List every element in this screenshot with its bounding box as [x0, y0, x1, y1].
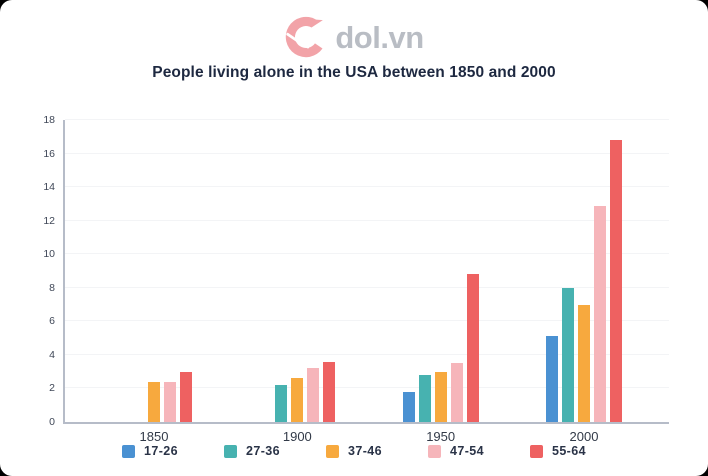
legend-item-17-26: 17-26 — [122, 444, 178, 458]
legend-label: 55-64 — [551, 444, 586, 458]
y-axis-tick-label: 10 — [43, 248, 55, 261]
bar-27-36-2000 — [561, 287, 574, 422]
bar-27-36-1900 — [275, 385, 288, 422]
bar-slot — [418, 120, 431, 422]
logo-text: dol.vn — [335, 19, 424, 55]
legend-swatch — [224, 444, 238, 458]
gridline — [65, 286, 669, 288]
logo: dol.vn — [0, 14, 708, 60]
y-axis-tick-label: 18 — [43, 114, 55, 126]
y-axis-tick-label: 4 — [49, 348, 55, 361]
bar-slot — [545, 120, 558, 422]
gridline — [65, 186, 669, 188]
bar-slot — [466, 120, 479, 422]
bar-slot — [259, 120, 271, 422]
bar-47-54-1850 — [164, 381, 176, 422]
bar-55-64-1850 — [180, 371, 192, 422]
legend-label: 37-46 — [348, 444, 382, 458]
bar-17-26-1950 — [402, 391, 415, 422]
bar-17-26-2000 — [545, 336, 558, 422]
bar-groups: 1850 1900 1950 2000 — [65, 120, 669, 444]
bar-slot — [323, 120, 336, 422]
gridline — [65, 353, 669, 355]
bar-55-64-1950 — [466, 274, 479, 422]
bar-47-54-1900 — [307, 368, 320, 422]
legend-swatch — [326, 444, 339, 458]
y-axis-tick-label: 2 — [49, 382, 55, 395]
legend-label: 27-36 — [246, 444, 280, 458]
bar-37-46-1950 — [434, 371, 447, 422]
gridline — [65, 253, 669, 255]
legend-item-27-36: 27-36 — [224, 444, 280, 458]
bar-slot — [561, 120, 574, 422]
y-axis-tick-label: 16 — [43, 147, 55, 160]
bar-slot — [577, 120, 590, 422]
legend-label: 17-26 — [144, 444, 179, 458]
bar-slot — [434, 120, 447, 422]
bar-slot — [291, 120, 304, 422]
legend: 17-26 27-36 37-46 47-54 55-64 — [0, 444, 708, 458]
bar-group-1950: 1950 — [402, 120, 479, 444]
bar-slot — [593, 120, 606, 422]
bar-slot — [402, 120, 415, 422]
legend-swatch — [529, 444, 543, 458]
legend-swatch — [122, 444, 136, 458]
legend-label: 47-54 — [449, 444, 484, 458]
bar-slot — [116, 120, 128, 422]
gridline — [65, 320, 669, 322]
y-axis-tick-label: 0 — [49, 416, 55, 428]
bar-27-36-1950 — [418, 375, 431, 422]
bar-37-46-1850 — [148, 381, 160, 422]
y-axis-tick-label: 14 — [43, 181, 55, 194]
bar-37-46-2000 — [577, 304, 590, 422]
bar-group-1900: 1900 — [259, 120, 336, 444]
gridline — [65, 219, 669, 221]
y-axis-tick-label: 12 — [43, 214, 55, 227]
legend-swatch — [427, 444, 441, 458]
bar-slot — [450, 120, 463, 422]
legend-item-55-64: 55-64 — [529, 444, 586, 458]
bar-slot — [275, 120, 288, 422]
bar-slot — [307, 120, 320, 422]
bar-group-1850: 1850 — [116, 120, 192, 444]
bar-slot — [148, 120, 160, 422]
x-axis-label: 2000 — [569, 429, 599, 444]
bar-slot — [609, 120, 622, 422]
legend-item-37-46: 37-46 — [326, 444, 382, 458]
bar-55-64-2000 — [609, 140, 622, 422]
bar-group-2000: 2000 — [545, 120, 622, 444]
bar-slot — [132, 120, 144, 422]
gridline — [65, 119, 669, 120]
legend-item-47-54: 47-54 — [427, 444, 484, 458]
bar-55-64-1900 — [323, 361, 336, 422]
bar-37-46-1900 — [291, 378, 304, 422]
plot-area: 0 2 4 6 8 10 12 14 16 18 1850 1900 1950 2000 — [43, 114, 669, 444]
bar-slot — [164, 120, 176, 422]
x-axis-label: 1850 — [139, 429, 169, 444]
bar-47-54-2000 — [593, 205, 606, 422]
x-axis-label: 1900 — [282, 429, 312, 444]
x-axis-label: 1950 — [426, 429, 456, 444]
y-axis-tick-label: 6 — [49, 315, 55, 328]
bar-47-54-1950 — [450, 363, 463, 422]
y-axis-tick-label: 8 — [49, 281, 55, 294]
bar-slot — [180, 120, 192, 422]
chart-title: People living alone in the USA between 1… — [152, 64, 556, 81]
gridline — [65, 152, 669, 154]
dolvn-logo-icon — [286, 16, 324, 58]
gridline — [65, 387, 669, 389]
